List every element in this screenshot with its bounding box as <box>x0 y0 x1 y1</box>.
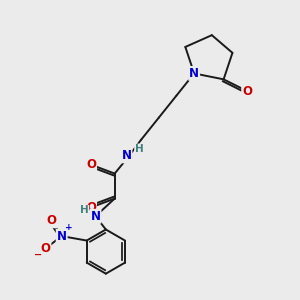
Text: N: N <box>189 67 199 80</box>
Text: H: H <box>80 206 89 215</box>
Text: O: O <box>86 201 96 214</box>
Text: +: + <box>65 223 73 232</box>
Text: O: O <box>40 242 50 255</box>
Text: O: O <box>86 158 96 171</box>
Text: N: N <box>122 149 131 162</box>
Text: N: N <box>57 230 67 243</box>
Text: N: N <box>91 210 100 223</box>
Text: O: O <box>242 85 252 98</box>
Text: H: H <box>135 144 143 154</box>
Text: O: O <box>46 214 56 227</box>
Text: −: − <box>34 250 42 260</box>
